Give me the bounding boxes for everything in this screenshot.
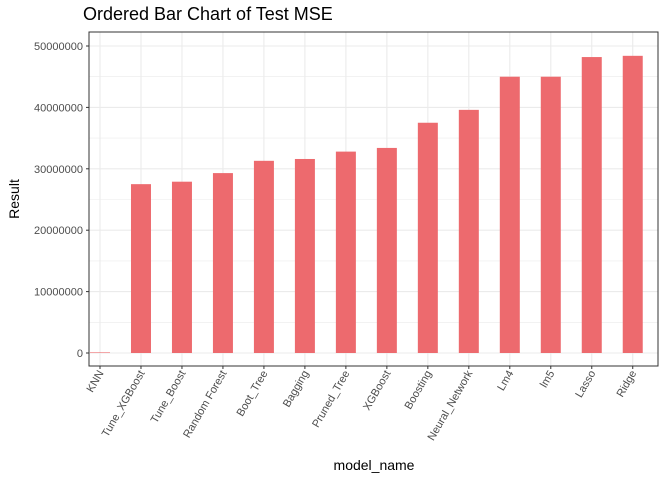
bar bbox=[499, 76, 520, 353]
y-tick-label: 40000000 bbox=[34, 102, 83, 114]
y-tick-label: 10000000 bbox=[34, 287, 83, 299]
x-tick-label: KNN bbox=[85, 368, 107, 394]
chart-title: Ordered Bar Chart of Test MSE bbox=[83, 4, 333, 24]
bar bbox=[90, 352, 110, 353]
x-tick-label: Tune_Boost bbox=[149, 369, 189, 426]
bar bbox=[171, 181, 192, 353]
bar bbox=[622, 55, 643, 353]
bar bbox=[540, 76, 561, 353]
panel-border bbox=[88, 31, 659, 367]
x-tick-label: Lm4 bbox=[495, 369, 516, 394]
x-tick-label: Lasso bbox=[573, 369, 598, 400]
bar bbox=[376, 147, 397, 353]
bars bbox=[90, 55, 643, 353]
x-tick-label: Boot_Tree bbox=[235, 369, 271, 419]
x-tick-label: XGBoost bbox=[361, 369, 393, 413]
bar bbox=[335, 151, 356, 353]
bar bbox=[294, 158, 315, 353]
x-tick-label: Pruned_Tree bbox=[310, 369, 352, 430]
y-tick-label: 30000000 bbox=[34, 164, 83, 176]
y-axis-title: Result bbox=[6, 179, 22, 219]
bar bbox=[212, 173, 233, 353]
y-tick-label: 20000000 bbox=[34, 225, 83, 237]
x-tick-label: lm5 bbox=[538, 369, 557, 390]
x-axis-title: model_name bbox=[334, 457, 415, 473]
x-tick-label: Random Forest bbox=[181, 369, 229, 441]
bar bbox=[130, 184, 151, 353]
x-tick-label: Tune_XGBoost bbox=[100, 369, 148, 440]
y-axis: 0 10000000 20000000 30000000 40000000 5000000… bbox=[34, 41, 89, 360]
y-tick-label: 50000000 bbox=[34, 41, 83, 53]
bar bbox=[581, 57, 602, 353]
bar bbox=[417, 122, 438, 353]
bar bbox=[458, 109, 479, 353]
x-tick-label: Neural_Network bbox=[426, 368, 476, 443]
x-tick-label: Boosting bbox=[403, 369, 435, 412]
x-tick-label: Ridge bbox=[615, 369, 640, 400]
y-tick-label: 0 bbox=[77, 348, 83, 360]
bar bbox=[253, 160, 274, 353]
x-tick-label: Bagging bbox=[281, 369, 312, 410]
